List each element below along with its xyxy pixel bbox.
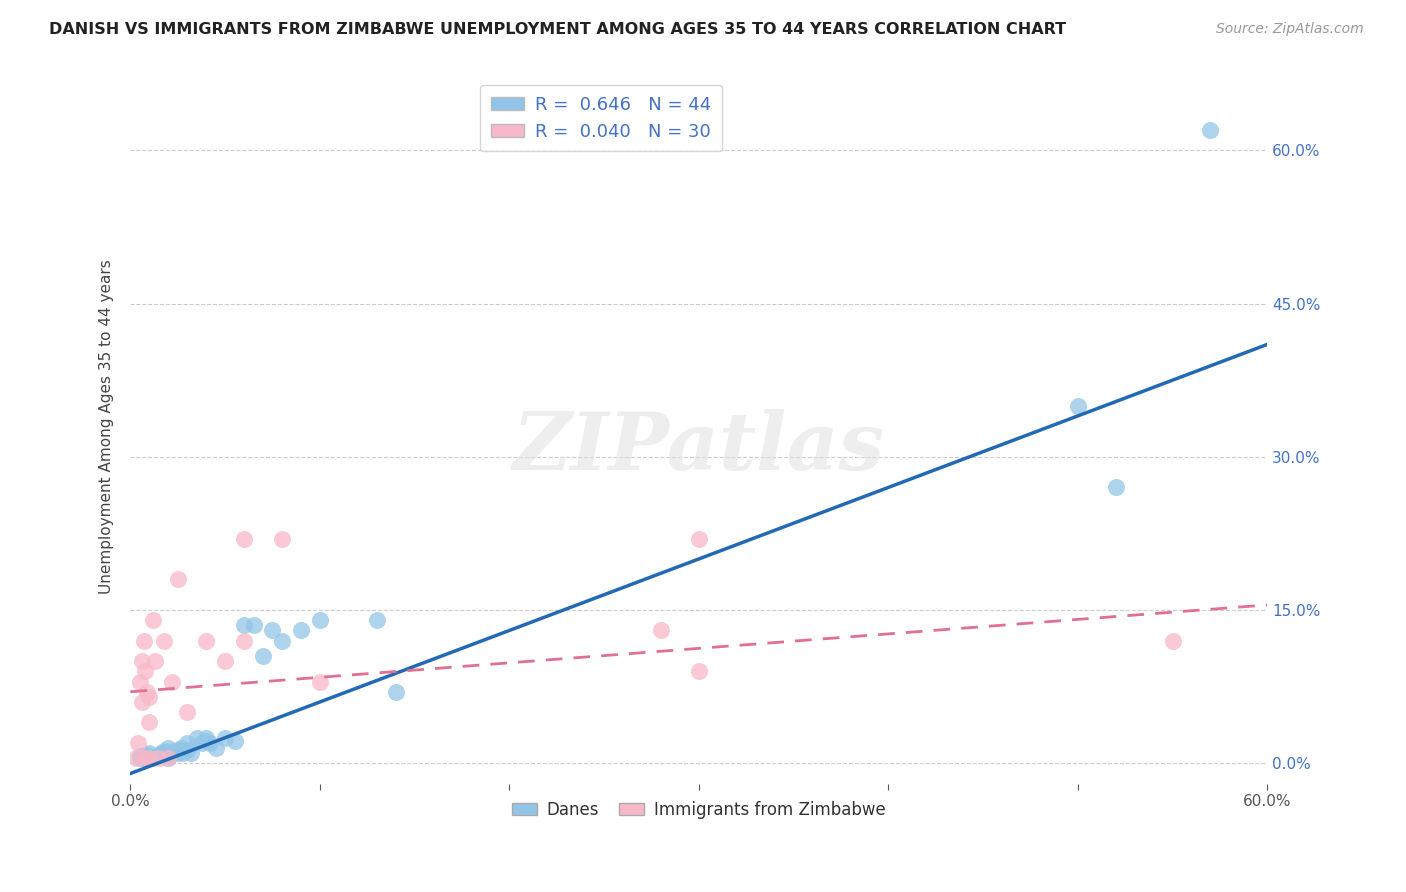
Point [214,731,236,745]
Point [242,618,264,632]
Point [131,695,153,709]
Point [142,613,165,627]
Point [128,674,150,689]
Point [366,613,388,627]
Point [153,633,176,648]
Point [143,654,166,668]
Point [204,741,226,756]
Point [142,751,165,765]
Point [132,751,155,765]
Point [195,633,218,648]
Point [384,685,406,699]
Point [271,532,294,546]
Point [127,736,149,750]
Text: DANISH VS IMMIGRANTS FROM ZIMBABWE UNEMPLOYMENT AMONG AGES 35 TO 44 YEARS CORREL: DANISH VS IMMIGRANTS FROM ZIMBABWE UNEMP… [49,22,1066,37]
Point [166,743,188,757]
Point [128,749,150,764]
Point [176,705,198,719]
Point [308,613,330,627]
Point [148,748,170,763]
Point [688,532,710,546]
Point [195,734,218,748]
Point [290,624,312,638]
Point [224,734,246,748]
Point [1105,480,1128,494]
Point [132,751,155,765]
Point [1161,633,1184,648]
Point [134,665,156,679]
Point [252,648,274,663]
Point [138,749,160,764]
Text: ZIPatlas: ZIPatlas [513,409,884,486]
Legend: Danes, Immigrants from Zimbabwe: Danes, Immigrants from Zimbabwe [505,794,893,825]
Point [198,736,221,750]
Point [176,736,198,750]
Text: Source: ZipAtlas.com: Source: ZipAtlas.com [1216,22,1364,37]
Point [131,654,153,668]
Point [1199,123,1222,137]
Point [128,751,150,765]
Point [132,633,155,648]
Point [195,731,218,745]
Point [688,665,710,679]
Point [163,744,186,758]
Point [214,654,236,668]
Point [308,674,330,689]
Point [134,748,156,763]
Point [138,751,160,765]
Point [233,618,256,632]
Point [138,751,160,765]
Point [180,746,202,760]
Point [148,751,170,765]
Point [138,715,160,730]
Point [186,731,208,745]
Point [166,746,188,760]
Point [157,751,180,765]
Point [191,736,214,750]
Point [650,624,672,638]
Point [136,685,159,699]
Point [157,748,180,763]
Point [160,746,183,760]
Point [153,744,176,758]
Point [125,751,148,765]
Point [1067,399,1090,413]
Point [176,743,198,757]
Point [138,690,160,704]
Point [143,750,166,764]
Point [262,624,284,638]
Point [170,741,193,756]
Point [157,741,180,756]
Y-axis label: Unemployment Among Ages 35 to 44 years: Unemployment Among Ages 35 to 44 years [100,259,114,593]
Point [138,746,160,760]
Point [233,633,256,648]
Point [160,674,183,689]
Point [172,746,194,760]
Point [157,751,180,765]
Point [233,532,256,546]
Point [166,573,188,587]
Point [149,746,172,760]
Point [271,633,294,648]
